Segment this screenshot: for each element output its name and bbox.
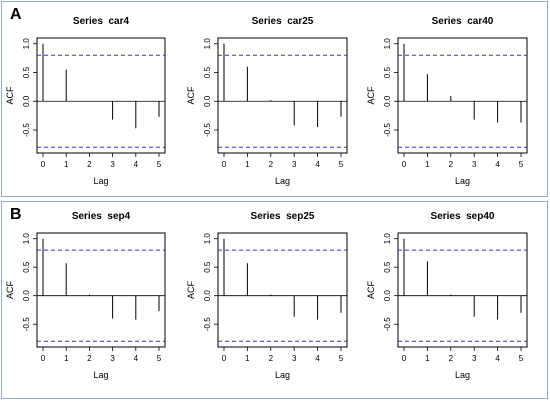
x-axis-label: Lag — [93, 176, 108, 186]
x-tick-label: 2 — [87, 160, 92, 169]
x-tick-label: 5 — [339, 160, 344, 169]
y-tick-label: -0.5 — [383, 123, 392, 137]
x-tick-label: 5 — [519, 354, 524, 363]
x-tick-label: 1 — [245, 160, 250, 169]
y-tick-label: 1.0 — [383, 38, 392, 50]
x-tick-label: 2 — [269, 354, 274, 363]
plot-title: Series sep25 — [251, 211, 315, 222]
x-tick-label: 3 — [472, 160, 477, 169]
y-tick-label: 0.5 — [203, 261, 212, 273]
plot-frame — [217, 37, 348, 154]
plot-frame — [397, 37, 528, 154]
x-tick-label: 3 — [110, 354, 115, 363]
x-tick-label: 4 — [495, 160, 500, 169]
x-tick-label: 1 — [425, 354, 430, 363]
y-axis-label: ACF — [186, 280, 196, 299]
x-tick-label: 3 — [110, 160, 115, 169]
x-tick-label: 3 — [292, 354, 297, 363]
y-tick-label: 0.0 — [203, 95, 212, 107]
y-tick-label: 0.0 — [383, 290, 392, 302]
y-tick-label: 0.0 — [203, 290, 212, 302]
y-tick-label: 0.0 — [383, 95, 392, 107]
x-tick-label: 1 — [245, 354, 250, 363]
x-tick-label: 2 — [449, 160, 454, 169]
x-tick-label: 2 — [449, 354, 454, 363]
y-tick-label: 0.0 — [22, 290, 31, 302]
y-axis-label: ACF — [5, 86, 15, 105]
x-tick-label: 1 — [425, 160, 430, 169]
y-tick-label: 0.5 — [203, 66, 212, 78]
plot-title: Series car25 — [252, 16, 314, 27]
y-axis-label: ACF — [366, 86, 376, 105]
x-axis-label: Lag — [455, 176, 470, 186]
plot-title: Series sep4 — [72, 211, 131, 222]
x-axis-label: Lag — [455, 370, 470, 380]
plot-frame — [36, 232, 166, 348]
panel-a: A — [1, 1, 548, 197]
y-tick-label: 0.5 — [383, 261, 392, 273]
plot-frame — [36, 37, 166, 154]
y-axis-label: ACF — [5, 280, 15, 299]
x-tick-label: 5 — [157, 354, 162, 363]
x-tick-label: 2 — [269, 160, 274, 169]
y-tick-label: 0.5 — [383, 66, 392, 78]
x-axis-label: Lag — [93, 370, 108, 380]
x-tick-label: 4 — [134, 354, 139, 363]
y-axis-label: ACF — [366, 280, 376, 299]
y-tick-label: 1.0 — [22, 233, 31, 245]
y-axis-label: ACF — [186, 86, 196, 105]
x-tick-label: 3 — [472, 354, 477, 363]
plot-frame — [397, 232, 528, 348]
y-tick-label: 1.0 — [22, 38, 31, 50]
plot-title: Series sep40 — [431, 211, 495, 222]
y-tick-label: 1.0 — [203, 38, 212, 50]
x-tick-label: 0 — [222, 160, 227, 169]
y-tick-label: 1.0 — [203, 233, 212, 245]
panel-b: B — [1, 201, 548, 399]
plot-frame — [217, 232, 348, 348]
y-tick-label: -0.5 — [22, 123, 31, 137]
x-tick-label: 0 — [402, 160, 407, 169]
x-tick-label: 0 — [41, 354, 46, 363]
x-tick-label: 4 — [495, 354, 500, 363]
x-tick-label: 0 — [41, 160, 46, 169]
x-axis-label: Lag — [275, 370, 290, 380]
x-tick-label: 1 — [64, 160, 69, 169]
panel-b-label: B — [10, 206, 22, 223]
x-tick-label: 2 — [87, 354, 92, 363]
x-tick-label: 5 — [519, 160, 524, 169]
y-tick-label: -0.5 — [383, 317, 392, 331]
x-tick-label: 0 — [222, 354, 227, 363]
x-tick-label: 5 — [339, 354, 344, 363]
plot-title: Series car4 — [73, 16, 130, 27]
x-tick-label: 4 — [315, 160, 320, 169]
panel-a-label: A — [10, 6, 22, 23]
y-tick-label: 1.0 — [383, 233, 392, 245]
y-tick-label: 0.5 — [22, 66, 31, 78]
x-tick-label: 4 — [315, 354, 320, 363]
y-tick-label: 0.5 — [22, 261, 31, 273]
x-tick-label: 3 — [292, 160, 297, 169]
y-tick-label: -0.5 — [203, 317, 212, 331]
y-tick-label: 0.0 — [22, 95, 31, 107]
x-tick-label: 1 — [64, 354, 69, 363]
x-tick-label: 5 — [157, 160, 162, 169]
y-tick-label: -0.5 — [22, 317, 31, 331]
plot-title: Series car40 — [432, 16, 494, 27]
y-tick-label: -0.5 — [203, 123, 212, 137]
x-tick-label: 4 — [134, 160, 139, 169]
x-tick-label: 0 — [402, 354, 407, 363]
x-axis-label: Lag — [275, 176, 290, 186]
